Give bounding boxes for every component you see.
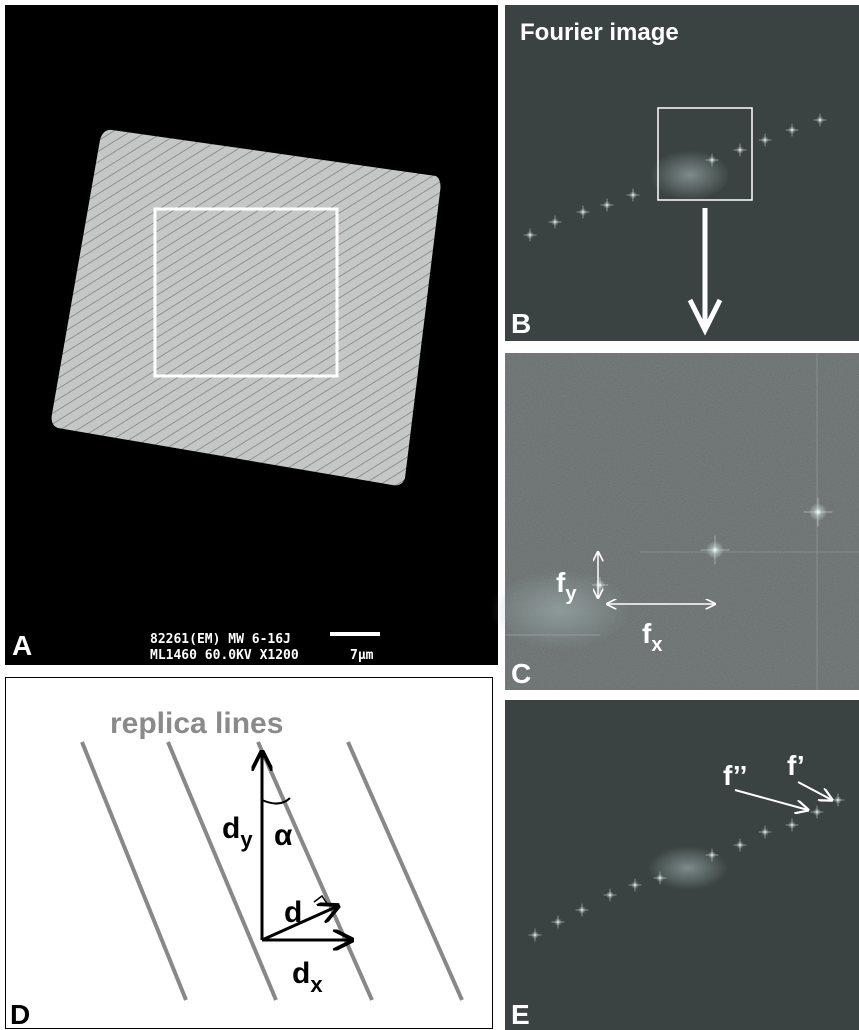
f2-label: f’’ bbox=[723, 760, 747, 791]
diagram-title: replica lines bbox=[110, 707, 283, 740]
base: d bbox=[222, 812, 240, 845]
base: d bbox=[292, 957, 310, 990]
figure: 82261(EM) MW 6-16J ML1460 60.0KV X1200 7… bbox=[0, 0, 859, 1030]
panel-label: D bbox=[10, 999, 30, 1030]
d-label: d bbox=[284, 896, 302, 929]
panel-label: E bbox=[511, 999, 530, 1030]
subscript: x bbox=[310, 972, 323, 997]
scale-label: 7μm bbox=[350, 648, 374, 663]
panel-c: fy fx C bbox=[490, 353, 859, 690]
panel-label: B bbox=[511, 308, 531, 339]
sample-square bbox=[52, 130, 441, 485]
panel-title: Fourier image bbox=[520, 19, 679, 46]
center-glow bbox=[650, 150, 730, 200]
subscript: y bbox=[565, 583, 577, 605]
subscript: y bbox=[240, 827, 253, 852]
panel-b: Fourier image B bbox=[505, 5, 859, 341]
panel-e: f’’ f’ E bbox=[505, 700, 859, 1030]
caption-line: 82261(EM) MW 6-16J bbox=[150, 632, 291, 647]
panel-d: replica lines dy α d dx D bbox=[6, 678, 493, 1030]
panel-label: C bbox=[511, 658, 531, 689]
alpha-label: α bbox=[274, 819, 293, 852]
f1-label: f’ bbox=[787, 750, 805, 781]
subscript: x bbox=[651, 634, 662, 656]
panel-a: 82261(EM) MW 6-16J ML1460 60.0KV X1200 7… bbox=[5, 5, 498, 665]
caption-line: ML1460 60.0KV X1200 bbox=[150, 648, 299, 663]
panel-label: A bbox=[12, 630, 32, 661]
